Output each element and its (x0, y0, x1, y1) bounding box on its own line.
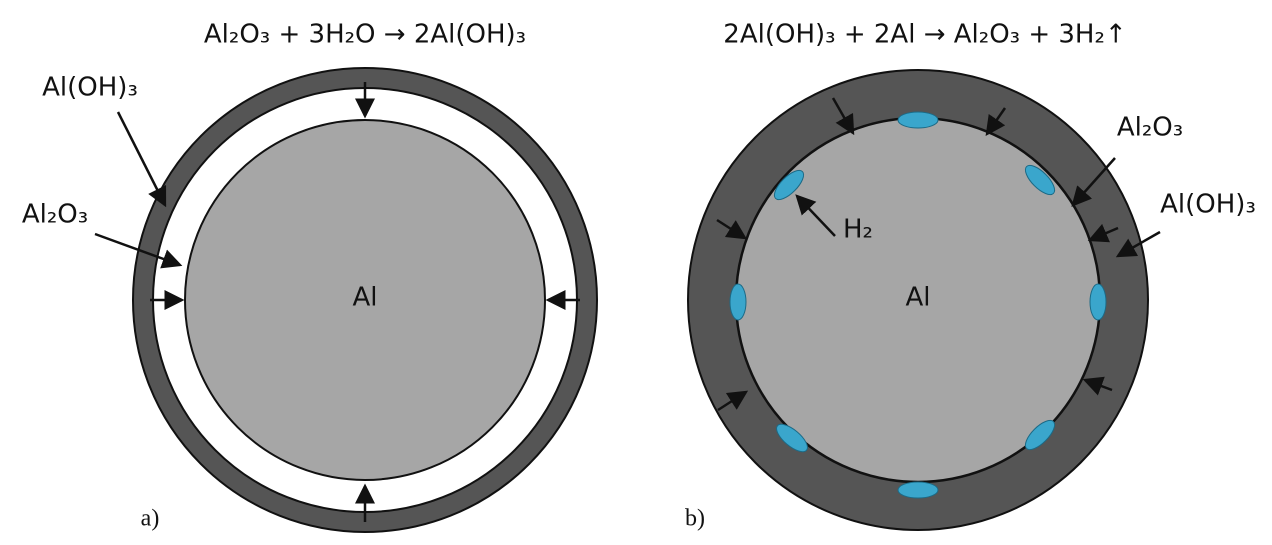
panel-b: 2Al(OH)₃ + 2Al → Al₂O₃ + 3H₂↑ Al Al₂O₃ A… (685, 20, 1256, 532)
bubble (898, 112, 938, 128)
bubble (898, 482, 938, 498)
bubble (730, 284, 746, 320)
equation: 2Al(OH)₃ + 2Al → Al₂O₃ + 3H₂↑ (723, 20, 1126, 50)
oxide-label: Al₂O₃ (1117, 113, 1183, 143)
oxide-label: Al₂O₃ (22, 200, 88, 230)
caption: b) (685, 506, 705, 532)
hydroxide-label: Al(OH)₃ (42, 73, 138, 103)
label-arrow (118, 112, 165, 205)
panel-a: Al₂O₃ + 3H₂O → 2Al(OH)₃ Al Al(OH)₃ Al₂O₃… (22, 20, 597, 533)
core-label: Al (352, 283, 377, 313)
hydroxide-label: Al(OH)₃ (1160, 190, 1256, 220)
gas-label: H₂ (843, 215, 873, 245)
core-label: Al (905, 283, 930, 313)
equation: Al₂O₃ + 3H₂O → 2Al(OH)₃ (204, 20, 526, 50)
caption: a) (141, 506, 160, 532)
bubble (1090, 284, 1106, 320)
diagram: Al₂O₃ + 3H₂O → 2Al(OH)₃ Al Al(OH)₃ Al₂O₃… (0, 0, 1272, 545)
